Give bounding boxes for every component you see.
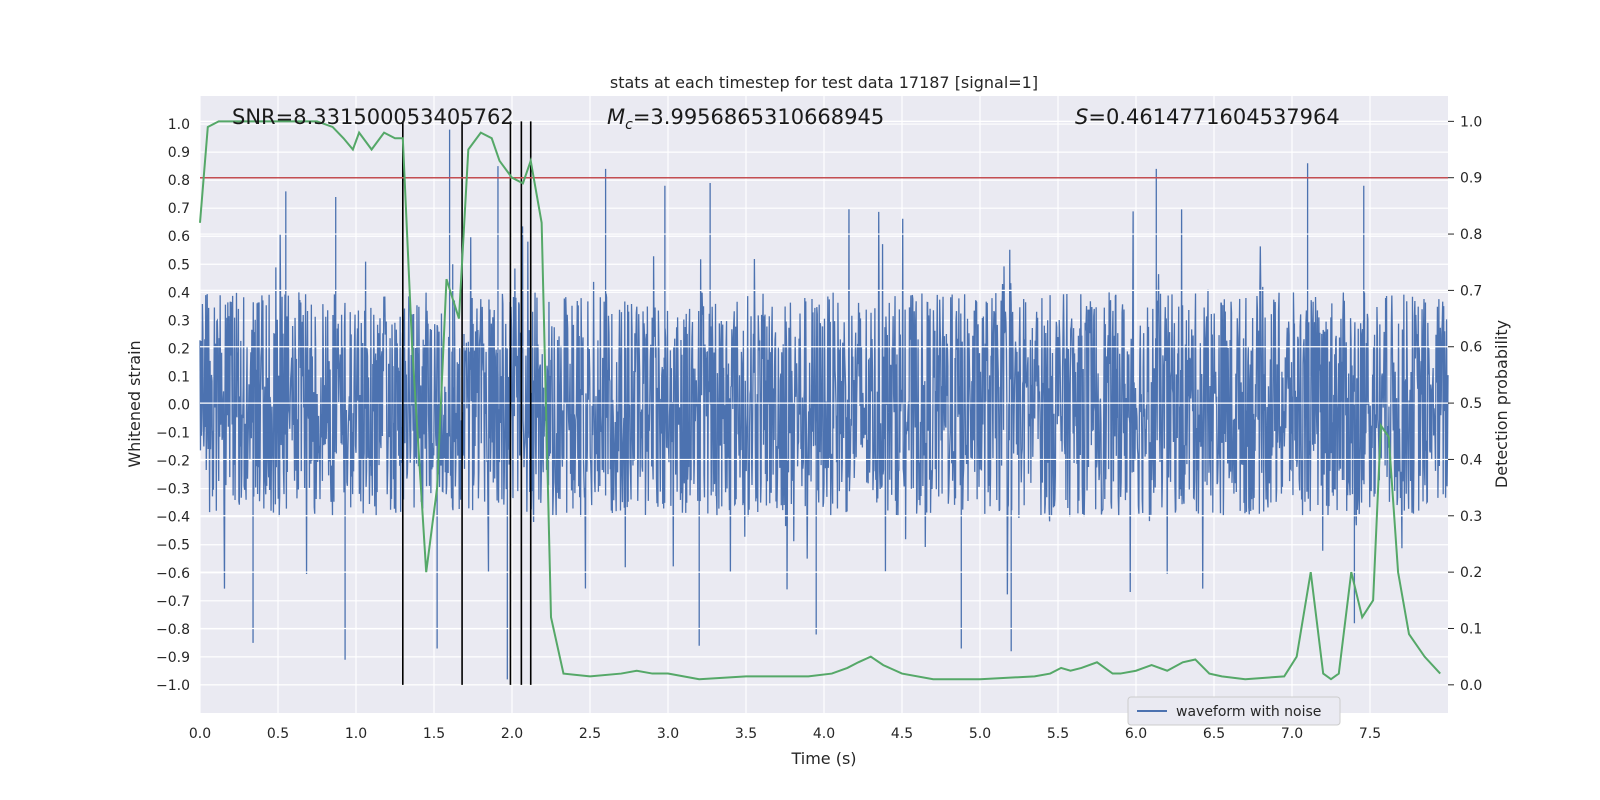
x-tick-label-1: 0.5 bbox=[267, 726, 289, 742]
x-tick-label-11: 5.5 bbox=[1047, 726, 1069, 742]
y-right-tick-label-5: 0.5 bbox=[1460, 396, 1482, 412]
x-tick-label-2: 1.0 bbox=[345, 726, 367, 742]
y-right-tick-label-9: 0.1 bbox=[1460, 621, 1482, 637]
x-tick-label-12: 6.0 bbox=[1125, 726, 1147, 742]
chirp-mass-symbol: M bbox=[607, 105, 625, 129]
y-right-tick-labels: 1.0 0.9 0.8 0.7 0.6 0.5 0.4 0.3 0.2 0.1 0.0 bbox=[1448, 114, 1482, 694]
y-tick-label-0: 1.0 bbox=[168, 117, 190, 133]
y-tick-label-12: −0.2 bbox=[156, 454, 190, 470]
y-tick-label-9: 0.1 bbox=[168, 369, 190, 385]
y-tick-label-15: −0.5 bbox=[156, 538, 190, 554]
snr-annotation: SNR=8.331500053405762 bbox=[232, 105, 514, 129]
x-tick-label-6: 3.0 bbox=[657, 726, 679, 742]
x-tick-label-13: 6.5 bbox=[1203, 726, 1225, 742]
y-tick-label-19: −0.9 bbox=[156, 650, 190, 666]
y-right-tick-label-10: 0.0 bbox=[1460, 678, 1482, 694]
x-tick-label-10: 5.0 bbox=[969, 726, 991, 742]
y-right-tick-label-2: 0.8 bbox=[1460, 227, 1482, 243]
s-value: =0.4614771604537964 bbox=[1088, 105, 1339, 129]
y-tick-label-1: 0.9 bbox=[168, 145, 190, 161]
y-right-tick-label-4: 0.6 bbox=[1460, 340, 1482, 356]
x-tick-label-15: 7.5 bbox=[1359, 726, 1381, 742]
y-tick-label-10: 0.0 bbox=[168, 398, 190, 414]
y-tick-label-5: 0.5 bbox=[168, 257, 190, 273]
y-tick-label-8: 0.2 bbox=[168, 341, 190, 357]
x-tick-labels: 0.0 0.5 1.0 1.5 2.0 2.5 3.0 3.5 4.0 4.5 5.0 5.5 6.0 6… bbox=[189, 726, 1381, 742]
x-tick-label-5: 2.5 bbox=[579, 726, 601, 742]
y-tick-label-20: −1.0 bbox=[156, 678, 190, 694]
y-right-tick-label-8: 0.2 bbox=[1460, 565, 1482, 581]
y-tick-label-18: −0.8 bbox=[156, 622, 190, 638]
x-tick-label-0: 0.0 bbox=[189, 726, 211, 742]
y-tick-label-4: 0.6 bbox=[168, 229, 190, 245]
legend-label: waveform with noise bbox=[1176, 704, 1321, 720]
waveform-path bbox=[199, 129, 1449, 680]
y-tick-label-13: −0.3 bbox=[156, 482, 190, 498]
y-tick-label-7: 0.3 bbox=[168, 313, 190, 329]
y-tick-label-3: 0.7 bbox=[168, 201, 190, 217]
y-tick-label-14: −0.4 bbox=[156, 510, 190, 526]
chirp-mass-annotation: Mc=3.9956865310668945 bbox=[607, 105, 884, 133]
y-tick-label-17: −0.7 bbox=[156, 594, 190, 610]
x-tick-label-3: 1.5 bbox=[423, 726, 445, 742]
y-right-tick-label-0: 1.0 bbox=[1460, 114, 1482, 130]
y-tick-label-2: 0.8 bbox=[168, 173, 190, 189]
y-right-tick-label-7: 0.3 bbox=[1460, 509, 1482, 525]
chirp-mass-subscript: c bbox=[625, 117, 633, 133]
detection-probability-line bbox=[199, 120, 1441, 681]
x-tick-label-8: 4.0 bbox=[813, 726, 835, 742]
y-axis-label: Whitened strain bbox=[125, 340, 144, 467]
chart-title: stats at each timestep for test data 171… bbox=[610, 73, 1038, 92]
x-tick-label-9: 4.5 bbox=[891, 726, 913, 742]
x-tick-label-7: 3.5 bbox=[735, 726, 757, 742]
y-tick-label-16: −0.6 bbox=[156, 566, 190, 582]
y-tick-label-11: −0.1 bbox=[156, 426, 190, 442]
y-right-tick-label-6: 0.4 bbox=[1460, 452, 1482, 468]
legend-box bbox=[1127, 696, 1341, 726]
y-tick-label-6: 0.4 bbox=[168, 285, 190, 301]
y-right-axis-label: Detection probability bbox=[1492, 320, 1511, 488]
x-tick-label-14: 7.0 bbox=[1281, 726, 1303, 742]
x-axis-label: Time (s) bbox=[790, 749, 856, 768]
y-right-tick-label-3: 0.7 bbox=[1460, 283, 1482, 299]
legend: waveform with noise bbox=[1127, 696, 1341, 726]
y-right-tick-label-1: 0.9 bbox=[1460, 171, 1482, 187]
marker-lines bbox=[401, 121, 532, 685]
s-annotation: S=0.4614771604537964 bbox=[1075, 105, 1340, 129]
s-symbol: S bbox=[1075, 105, 1088, 129]
x-tick-label-4: 2.0 bbox=[501, 726, 523, 742]
waveform-series bbox=[199, 129, 1449, 680]
chirp-mass-value: =3.9956865310668945 bbox=[633, 105, 884, 129]
y-tick-labels: 1.0 0.9 0.8 0.7 0.6 0.5 0.4 0.3 0.2 0.1 0.0 −0.1 −0.… bbox=[156, 117, 190, 694]
